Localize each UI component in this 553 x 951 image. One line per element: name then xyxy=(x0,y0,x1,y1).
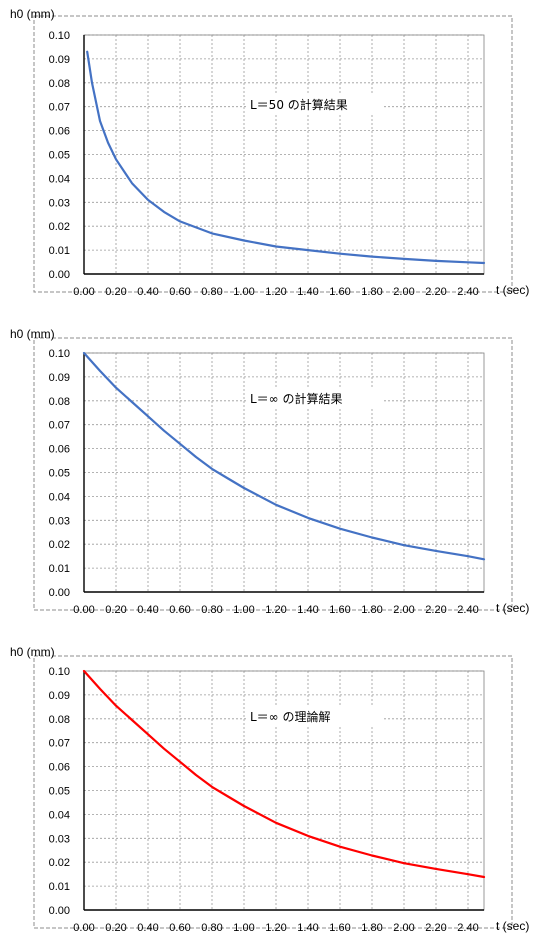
y-tick-label: 0.08 xyxy=(49,714,70,726)
x-axis-label: t (sec) xyxy=(496,601,529,615)
x-tick-label: 1.60 xyxy=(329,604,350,616)
y-tick-label: 0.05 xyxy=(49,150,70,162)
x-tick-label: 1.00 xyxy=(233,286,254,298)
x-tick-label: 1.60 xyxy=(329,286,350,298)
x-tick-label: 2.20 xyxy=(425,604,446,616)
annotation-box xyxy=(246,707,382,727)
x-tick-label: 2.00 xyxy=(393,922,414,934)
x-tick-label: 1.40 xyxy=(297,286,318,298)
y-tick-label: 0.08 xyxy=(49,396,70,408)
x-tick-label: 0.60 xyxy=(169,286,190,298)
x-tick-label: 0.60 xyxy=(169,922,190,934)
y-tick-label: 0.10 xyxy=(49,348,70,360)
chart-annotation: L＝∞ の計算結果 xyxy=(250,391,343,406)
y-tick-label: 0.09 xyxy=(49,690,70,702)
y-tick-label: 0.07 xyxy=(49,420,70,432)
chart-annotation: L＝∞ の理論解 xyxy=(250,709,331,724)
x-tick-label: 1.80 xyxy=(361,286,382,298)
x-tick-label: 2.40 xyxy=(457,922,478,934)
x-tick-label: 1.40 xyxy=(297,922,318,934)
annotation-box xyxy=(246,389,382,409)
y-tick-label: 0.04 xyxy=(49,491,70,503)
chart-svg: 0.00 0.01 0.02 0.03 0.04 0.05 0.06 0.07 0.08 0.09… xyxy=(10,327,529,616)
x-tick-label: 0.20 xyxy=(105,922,126,934)
x-tick-label: 0.60 xyxy=(169,604,190,616)
x-tick-label: 0.00 xyxy=(73,604,94,616)
x-tick-label: 0.20 xyxy=(105,286,126,298)
x-tick-label: 2.20 xyxy=(425,922,446,934)
y-tick-label: 0.04 xyxy=(49,809,70,821)
y-tick-label: 0.02 xyxy=(49,539,70,551)
y-tick-label: 0.07 xyxy=(49,738,70,750)
y-tick-label: 0.01 xyxy=(49,563,70,575)
y-tick-label: 0.03 xyxy=(49,833,70,845)
y-axis-label: h0 (mm) xyxy=(10,645,55,659)
chart-panel-linf-theory: 0.00 0.01 0.02 0.03 0.04 0.05 0.06 0.07 0.08 0.09… xyxy=(0,636,553,951)
annotation-box xyxy=(246,95,382,115)
chart-annotation: L＝50 の計算結果 xyxy=(250,97,348,112)
x-tick-label: 1.40 xyxy=(297,604,318,616)
x-axis-label: t (sec) xyxy=(496,919,529,933)
y-axis-label: h0 (mm) xyxy=(10,327,55,341)
x-tick-label: 0.40 xyxy=(137,286,158,298)
x-tick-label: 1.80 xyxy=(361,604,382,616)
series-line xyxy=(86,50,486,265)
y-tick-label: 0.04 xyxy=(49,173,70,185)
x-tick-label: 1.20 xyxy=(265,604,286,616)
y-tick-label: 0.09 xyxy=(49,54,70,66)
chart-svg: 0.00 0.01 0.02 0.03 0.04 0.05 0.06 0.07 0.08 0.09… xyxy=(10,645,529,934)
y-tick-label: 0.10 xyxy=(49,30,70,42)
x-tick-label: 0.80 xyxy=(201,286,222,298)
x-tick-label: 2.40 xyxy=(457,604,478,616)
chart-svg: 0.00 0.01 0.02 0.03 0.04 0.05 0.06 0.07 0.08 0.09… xyxy=(10,7,529,298)
y-tick-label: 0.02 xyxy=(49,857,70,869)
y-tick-label: 0.10 xyxy=(49,666,70,678)
series-line xyxy=(82,351,486,561)
y-tick-label: 0.03 xyxy=(49,515,70,527)
y-tick-label: 0.07 xyxy=(49,102,70,114)
y-tick-label: 0.00 xyxy=(49,269,70,281)
x-tick-label: 0.80 xyxy=(201,922,222,934)
x-tick-label: 0.00 xyxy=(73,286,94,298)
y-tick-label: 0.06 xyxy=(49,444,70,456)
x-tick-label: 1.80 xyxy=(361,922,382,934)
y-tick-label: 0.01 xyxy=(49,881,70,893)
x-tick-label: 0.40 xyxy=(137,604,158,616)
x-tick-label: 0.80 xyxy=(201,604,222,616)
x-tick-label: 0.40 xyxy=(137,922,158,934)
y-tick-label: 0.05 xyxy=(49,786,70,798)
x-tick-label: 2.20 xyxy=(425,286,446,298)
y-tick-label: 0.02 xyxy=(49,221,70,233)
x-tick-label: 0.00 xyxy=(73,922,94,934)
y-tick-label: 0.06 xyxy=(49,762,70,774)
chart-frame xyxy=(33,15,513,293)
y-tick-label: 0.01 xyxy=(49,245,70,257)
x-tick-label: 1.20 xyxy=(265,922,286,934)
y-tick-label: 0.09 xyxy=(49,372,70,384)
chart-frame xyxy=(33,337,513,611)
x-tick-label: 0.20 xyxy=(105,604,126,616)
y-axis-label: h0 (mm) xyxy=(10,7,55,21)
y-tick-label: 0.00 xyxy=(49,587,70,599)
x-tick-label: 1.20 xyxy=(265,286,286,298)
x-tick-label: 1.00 xyxy=(233,604,254,616)
x-tick-label: 2.00 xyxy=(393,286,414,298)
y-tick-label: 0.08 xyxy=(49,78,70,90)
y-tick-label: 0.00 xyxy=(49,905,70,917)
chart-panel-linf-computed: 0.00 0.01 0.02 0.03 0.04 0.05 0.06 0.07 0.08 0.09… xyxy=(0,318,553,633)
chart-panel-l50-computed: 0.00 0.01 0.02 0.03 0.04 0.05 0.06 0.07 0.08 0.09… xyxy=(0,0,553,315)
x-tick-label: 2.40 xyxy=(457,286,478,298)
x-tick-label: 1.00 xyxy=(233,922,254,934)
y-tick-label: 0.06 xyxy=(49,126,70,138)
y-tick-label: 0.05 xyxy=(49,468,70,480)
series-line xyxy=(82,669,486,879)
chart-frame xyxy=(33,655,513,929)
x-axis-label: t (sec) xyxy=(496,283,529,297)
x-tick-label: 2.00 xyxy=(393,604,414,616)
x-tick-label: 1.60 xyxy=(329,922,350,934)
y-tick-label: 0.03 xyxy=(49,197,70,209)
